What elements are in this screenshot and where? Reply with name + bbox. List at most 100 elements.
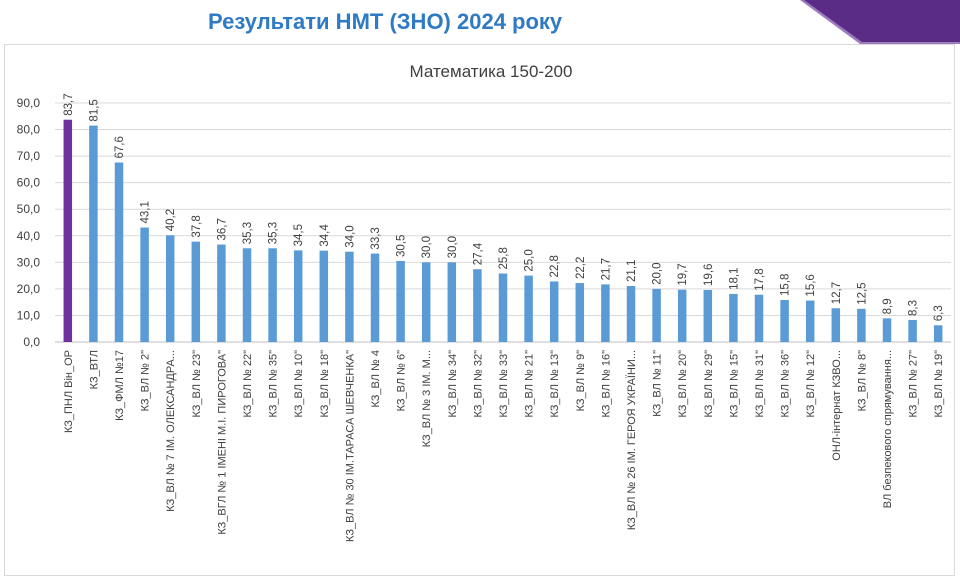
- x-tick-label: КЗ_ВЛ № 7 ІМ. ОЛЕКСАНДРА...: [165, 350, 177, 512]
- x-tick-label: КЗ_ВЛ № 27": [908, 350, 920, 418]
- x-tick-label: КЗ_ВЛ № 20": [677, 350, 689, 418]
- data-label: 43,1: [140, 201, 152, 223]
- data-label: 19,7: [677, 263, 689, 285]
- x-tick-label: ОНЛ-інтернат КЗВО...: [831, 350, 843, 461]
- bar: [780, 300, 789, 342]
- data-label: 25,0: [524, 249, 536, 271]
- bar: [217, 244, 226, 342]
- x-tick-label: КЗ_ВЛ № 11": [652, 350, 664, 417]
- data-label: 21,7: [600, 258, 612, 280]
- x-tick-label: КЗ_ВЛ № 30 ІМ.ТАРАСА ШЕВЧЕНКА": [344, 350, 356, 542]
- x-tick-label: КЗ_ВЛ № 19": [933, 350, 945, 418]
- y-tick-label: 90,0: [17, 96, 41, 110]
- data-label: 37,8: [191, 215, 203, 237]
- x-tick-label: КЗ_ВЛ № 9": [575, 350, 587, 412]
- gridlines: [55, 102, 951, 343]
- x-tick-label: КЗ_ВЛ № 4: [370, 350, 382, 408]
- data-label: 30,0: [447, 236, 459, 258]
- x-tick-label: КЗ_ВГЛ № 1 ІМЕНІ М.І. ПИРОГОВА": [216, 350, 228, 535]
- data-label: 34,4: [319, 224, 331, 247]
- x-tick-label: КЗ_ВЛ № 22": [242, 350, 254, 418]
- bar: [191, 241, 201, 342]
- bar: [857, 308, 866, 342]
- data-label: 36,7: [216, 218, 228, 240]
- data-label: 67,6: [114, 136, 126, 158]
- bar: [549, 281, 559, 342]
- data-label: 6,3: [933, 305, 945, 321]
- data-label: 33,3: [370, 227, 382, 249]
- bar: [473, 269, 482, 342]
- x-tick-label: КЗ_ВЛ № 8": [856, 350, 868, 412]
- data-label: 81,5: [88, 99, 100, 121]
- data-label: 83,7: [63, 93, 75, 115]
- data-label: 30,0: [421, 236, 433, 258]
- bar: [63, 119, 73, 342]
- bars: [63, 119, 943, 342]
- value-labels: 83,7 81,5 67,6 43,1 40,2 37,8 36,7 35,3 35,3 34,5…: [63, 93, 945, 321]
- data-label: 18,1: [728, 268, 740, 290]
- y-tick-label: 80,0: [17, 123, 41, 137]
- x-tick-label: КЗ_ВЛ № 33": [498, 350, 510, 418]
- x-tick-label: КЗ_ВЛ № 36": [780, 350, 792, 418]
- bar: [319, 250, 329, 342]
- x-tick-label: КЗ_ВЛ № 35": [268, 350, 280, 418]
- bar: [729, 293, 738, 342]
- bar: [933, 325, 943, 342]
- bar: [908, 319, 917, 342]
- chart-container: Математика 150-200 0,0 10,0 20,0 30,0 40,0 50…: [4, 44, 955, 576]
- data-label: 22,2: [575, 257, 587, 279]
- bar: [498, 273, 508, 342]
- data-label: 35,3: [268, 222, 280, 244]
- bar: [626, 285, 636, 342]
- x-axis-labels: КЗ_ПНЛ Він_ОР КЗ_ВТЛ КЗ_ФМЛ №17 КЗ_ВЛ № 2" К…: [63, 350, 945, 542]
- bar: [345, 251, 354, 342]
- x-tick-label: КЗ_ВЛ № 23": [191, 350, 203, 418]
- bar: [524, 275, 533, 342]
- x-tick-label: ВЛ безпекового спрямування...: [882, 350, 894, 508]
- y-axis: 0,0 10,0 20,0 30,0 40,0 50,0 60,0 70,0 80,0 90,0: [17, 96, 41, 349]
- x-tick-label: КЗ_ВЛ № 15": [728, 350, 740, 418]
- x-tick-label: КЗ_ВЛ № 34": [447, 350, 459, 418]
- bar: [293, 250, 303, 342]
- page-title: Результати НМТ (ЗНО) 2024 року: [208, 9, 563, 34]
- x-tick-label: КЗ_ВЛ № 3 ІМ. М...: [421, 350, 433, 447]
- data-label: 20,0: [652, 262, 664, 284]
- x-tick-label: КЗ_ВТЛ: [88, 350, 100, 389]
- bar: [268, 248, 277, 342]
- data-label: 15,6: [805, 274, 817, 296]
- y-tick-label: 50,0: [17, 202, 41, 216]
- bar: [114, 162, 124, 342]
- y-tick-label: 10,0: [17, 308, 41, 322]
- data-label: 12,7: [831, 282, 843, 304]
- bar: [677, 289, 687, 342]
- bar: [805, 300, 815, 342]
- data-label: 8,3: [908, 300, 920, 316]
- x-tick-label: КЗ_ВЛ № 13": [549, 350, 561, 418]
- data-label: 15,8: [780, 274, 792, 296]
- bar: [882, 318, 892, 342]
- data-label: 22,8: [549, 255, 561, 277]
- x-tick-label: КЗ_ВЛ № 10": [293, 350, 305, 418]
- bar: [370, 253, 380, 342]
- x-tick-label: КЗ_ВЛ № 31": [754, 350, 766, 418]
- y-tick-label: 0,0: [23, 335, 40, 349]
- x-tick-label: КЗ_ВЛ № 21": [524, 350, 536, 418]
- data-label: 17,8: [754, 268, 766, 290]
- x-tick-label: КЗ_ВЛ № 16": [600, 350, 612, 418]
- data-label: 21,1: [626, 260, 638, 282]
- bar: [165, 235, 175, 342]
- bar: [396, 261, 405, 342]
- bar: [447, 262, 457, 342]
- data-label: 30,5: [396, 235, 408, 257]
- data-label: 35,3: [242, 222, 254, 244]
- chart-title: Математика 150-200: [410, 62, 573, 81]
- data-label: 34,5: [293, 224, 305, 246]
- x-tick-label: КЗ_ПНЛ Він_ОР: [63, 350, 75, 433]
- x-tick-label: КЗ_ВЛ № 2": [140, 350, 152, 412]
- x-tick-label: КЗ_ВЛ № 18": [319, 350, 331, 418]
- y-tick-label: 30,0: [17, 255, 41, 269]
- data-label: 25,8: [498, 247, 510, 269]
- y-tick-label: 60,0: [17, 176, 41, 190]
- bar: [140, 227, 149, 342]
- y-tick-label: 20,0: [17, 282, 41, 296]
